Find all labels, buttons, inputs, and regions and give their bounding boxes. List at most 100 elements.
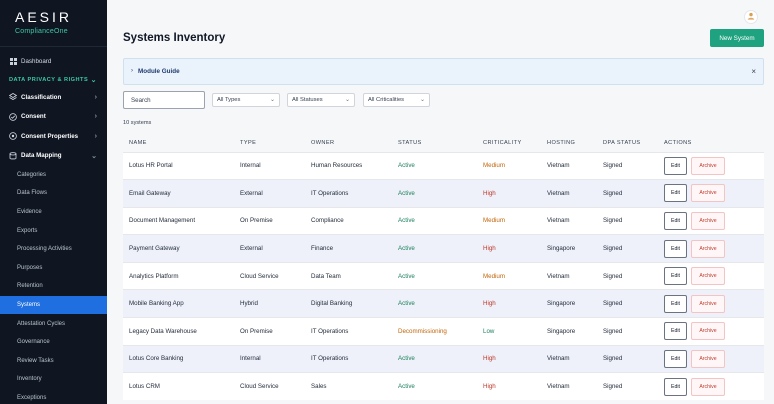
edit-button[interactable]: Edit: [664, 322, 687, 341]
cell-name: Lotus CRM: [123, 372, 234, 401]
cell-name: Mobile Banking App: [123, 289, 234, 318]
cell-status: Active: [392, 234, 477, 263]
sidebar-subitem-purposes[interactable]: Purposes: [17, 264, 43, 271]
check-circle-icon: [9, 112, 17, 121]
sidebar-subitem-systems[interactable]: Systems: [0, 295, 107, 315]
archive-button[interactable]: Archive: [691, 184, 725, 203]
sidebar-subitem-exceptions[interactable]: Exceptions: [17, 394, 47, 401]
cell-actions: Edit Archive: [658, 179, 764, 208]
status-filter-select[interactable]: All Statuses ⌄: [287, 93, 355, 107]
archive-button[interactable]: Archive: [691, 322, 725, 341]
sidebar-subitem-inventory[interactable]: Inventory: [17, 376, 42, 383]
layers-icon: [9, 93, 17, 101]
table-row[interactable]: Lotus CRM Cloud Service Sales Active High Vie…: [123, 372, 764, 401]
table-row[interactable]: Document Management On Premise Compliance A…: [123, 206, 764, 235]
new-system-button[interactable]: New System: [710, 29, 764, 47]
edit-button[interactable]: Edit: [664, 294, 687, 313]
archive-button[interactable]: Archive: [691, 156, 725, 175]
cell-type: On Premise: [234, 206, 305, 235]
table-row[interactable]: Lotus HR Portal Internal Human Resources Ac…: [123, 151, 764, 180]
chevron-right-icon: ›: [131, 68, 133, 74]
close-icon[interactable]: ×: [751, 67, 756, 76]
column-header-owner[interactable]: OWNER: [311, 139, 335, 146]
cell-actions: Edit Archive: [658, 372, 764, 401]
chevron-down-icon: ⌄: [344, 97, 350, 103]
chevron-right-icon: ›: [94, 132, 97, 140]
cell-hosting: Vietnam: [541, 206, 597, 235]
cell-hosting: Singapore: [541, 317, 597, 346]
cell-type: Cloud Service: [234, 261, 305, 290]
sidebar-subitem-exports[interactable]: Exports: [17, 227, 38, 234]
cell-owner: IT Operations: [305, 317, 392, 346]
cell-owner: IT Operations: [305, 344, 392, 373]
sidebar-subitem-governance[interactable]: Governance: [17, 339, 50, 346]
sidebar-subitem-review-tasks[interactable]: Review Tasks: [17, 357, 54, 364]
column-header-status[interactable]: STATUS: [398, 139, 422, 146]
logo[interactable]: AESIR ComplianceOne: [0, 0, 107, 44]
status-filter-value: All Statuses: [292, 97, 323, 103]
sidebar-subitem-evidence[interactable]: Evidence: [17, 208, 42, 215]
cell-criticality: Medium: [477, 206, 541, 235]
grid-icon: [9, 58, 17, 66]
column-header-type[interactable]: TYPE: [240, 139, 257, 146]
archive-button[interactable]: Archive: [691, 211, 725, 230]
cell-dpa-status: Signed: [597, 289, 658, 318]
edit-button[interactable]: Edit: [664, 377, 687, 396]
edit-button[interactable]: Edit: [664, 349, 687, 368]
table-row[interactable]: Payment Gateway External Finance Active High…: [123, 234, 764, 263]
cell-hosting: Vietnam: [541, 261, 597, 290]
chevron-right-icon: ›: [94, 113, 97, 121]
criticality-filter-value: All Criticalities: [368, 97, 405, 103]
cell-criticality: High: [477, 234, 541, 263]
sidebar-item-label: Dashboard: [21, 58, 52, 66]
sidebar-item-classification[interactable]: Classification ›: [0, 88, 107, 108]
sidebar-item-consent-properties[interactable]: Consent Properties ›: [0, 127, 107, 147]
cell-criticality: Low: [477, 317, 541, 346]
sidebar-item-dashboard[interactable]: Dashboard: [0, 52, 107, 72]
sidebar-subitem-attestation-cycles[interactable]: Attestation Cycles: [17, 320, 66, 327]
edit-button[interactable]: Edit: [664, 267, 687, 286]
cell-dpa-status: Signed: [597, 179, 658, 208]
archive-button[interactable]: Archive: [691, 267, 725, 286]
archive-button[interactable]: Archive: [691, 349, 725, 368]
avatar[interactable]: [744, 10, 758, 24]
sidebar-item-data-mapping[interactable]: Data Mapping ⌄: [0, 146, 107, 166]
table-row[interactable]: Legacy Data Warehouse On Premise IT Operat…: [123, 317, 764, 346]
archive-button[interactable]: Archive: [691, 377, 725, 396]
table-row[interactable]: Email Gateway External IT Operations Active…: [123, 179, 764, 208]
table-row[interactable]: Lotus Core Banking Internal IT Operations A…: [123, 344, 764, 373]
cell-dpa-status: Signed: [597, 344, 658, 373]
sidebar-subitem-data-flows[interactable]: Data Flows: [17, 190, 48, 197]
sidebar-subitem-processing-activities[interactable]: Processing Activities: [17, 246, 72, 253]
sidebar-section-data-privacy[interactable]: DATA PRIVACY & RIGHTS ⌄: [0, 72, 107, 88]
module-guide-label: Module Guide: [138, 68, 180, 75]
edit-button[interactable]: Edit: [664, 184, 687, 203]
type-filter-select[interactable]: All Types ⌄: [212, 93, 280, 107]
cell-name: Legacy Data Warehouse: [123, 317, 234, 346]
cell-criticality: Medium: [477, 151, 541, 180]
sidebar-subitem-categories[interactable]: Categories: [17, 171, 47, 178]
archive-button[interactable]: Archive: [691, 239, 725, 258]
cell-owner: Sales: [305, 372, 392, 401]
table-row[interactable]: Analytics Platform Cloud Service Data Team…: [123, 261, 764, 290]
module-guide-banner[interactable]: › Module Guide ×: [123, 58, 764, 85]
table-row[interactable]: Mobile Banking App Hybrid Digital Banking A…: [123, 289, 764, 318]
cell-hosting: Singapore: [541, 289, 597, 318]
criticality-filter-select[interactable]: All Criticalities ⌄: [363, 93, 430, 107]
edit-button[interactable]: Edit: [664, 156, 687, 175]
column-header-hosting[interactable]: HOSTING: [547, 139, 576, 146]
archive-button[interactable]: Archive: [691, 294, 725, 313]
sidebar-item-consent[interactable]: Consent ›: [0, 107, 107, 127]
column-header-criticality[interactable]: CRITICALITY: [483, 139, 522, 146]
chevron-down-icon: ⌄: [419, 97, 425, 103]
column-header-dpa-status[interactable]: DPA STATUS: [603, 139, 641, 146]
sidebar-subitem-retention[interactable]: Retention: [17, 283, 43, 290]
database-icon: [9, 151, 17, 160]
search-input[interactable]: Search: [123, 91, 205, 109]
edit-button[interactable]: Edit: [664, 211, 687, 230]
cell-status: Active: [392, 372, 477, 401]
cell-actions: Edit Archive: [658, 206, 764, 235]
sidebar-item-label: Classification: [21, 93, 62, 101]
edit-button[interactable]: Edit: [664, 239, 687, 258]
column-header-name[interactable]: NAME: [129, 139, 147, 146]
